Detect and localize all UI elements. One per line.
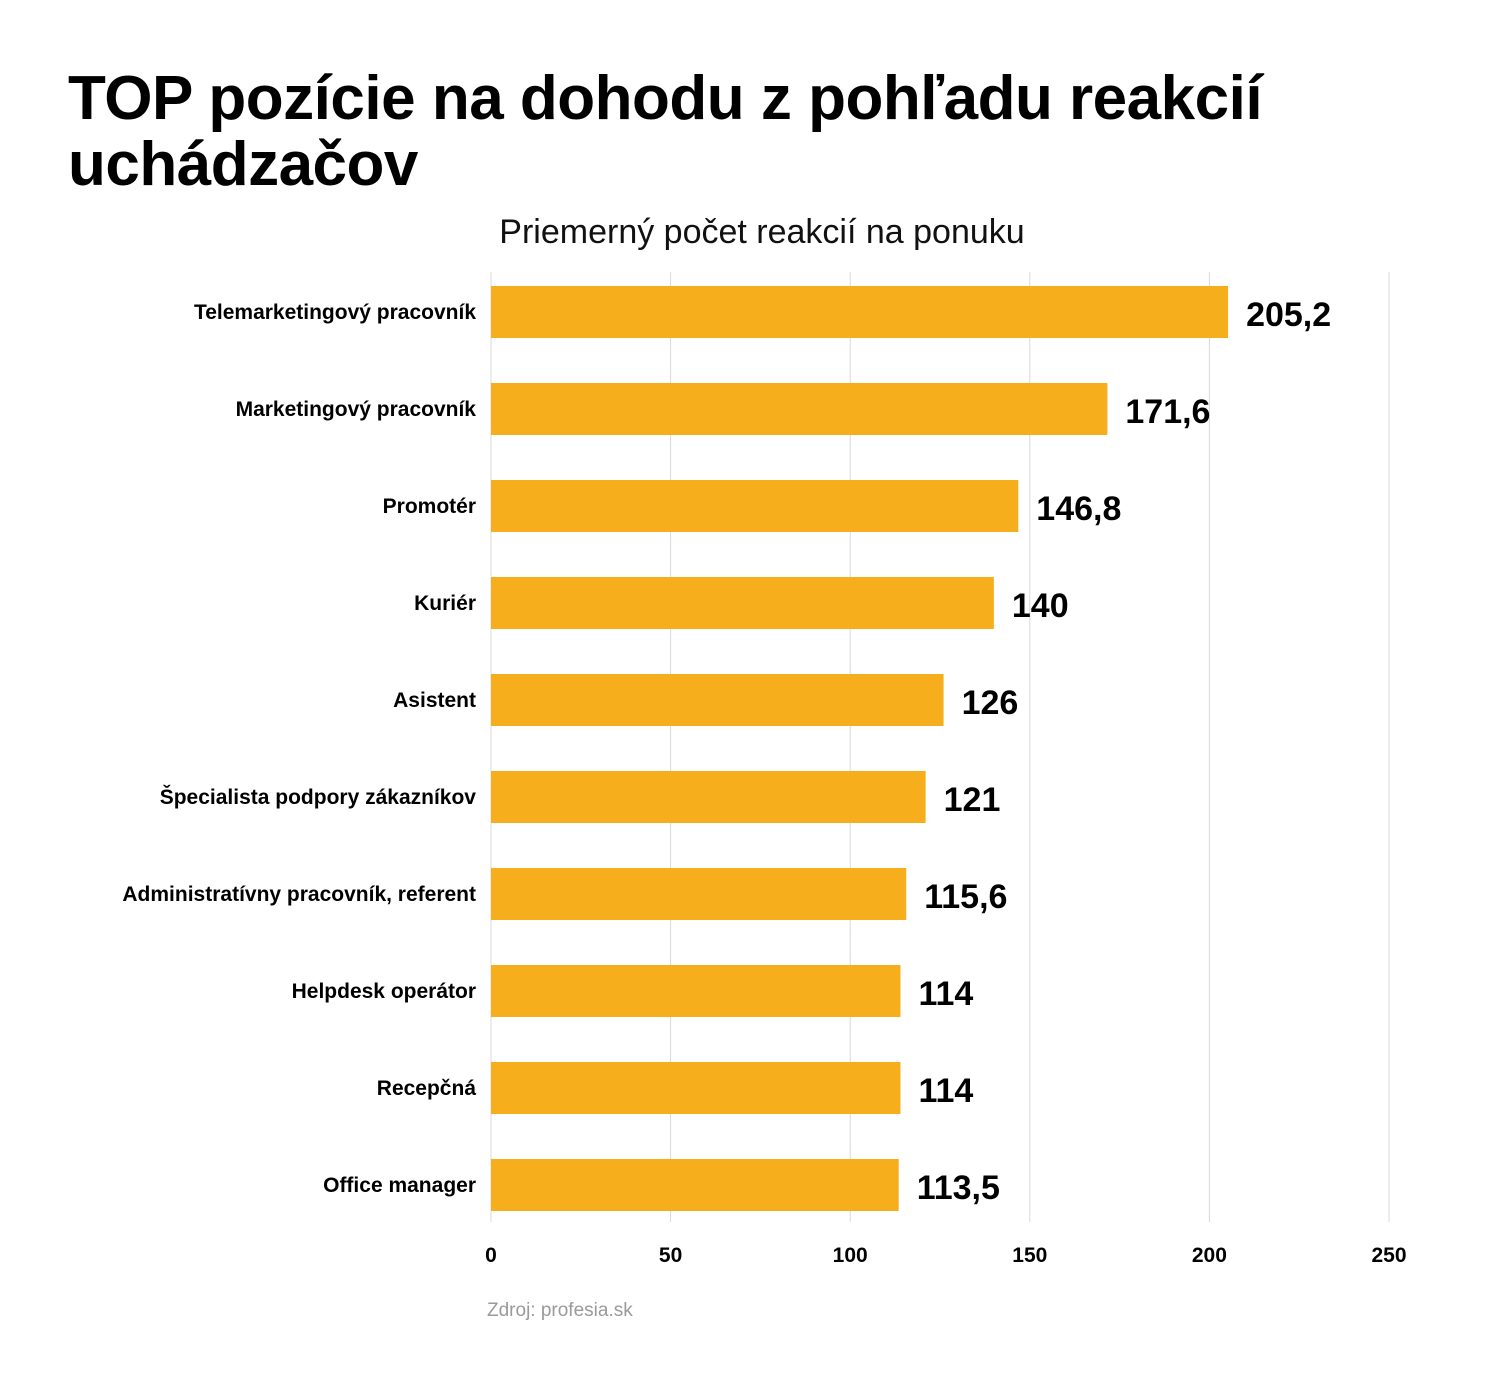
bar [491, 771, 926, 823]
value-label: 114 [918, 1072, 973, 1110]
value-label: 113,5 [917, 1169, 1000, 1207]
x-tick-label: 150 [1012, 1244, 1047, 1267]
x-tick-label: 50 [659, 1244, 682, 1267]
bar [491, 868, 907, 920]
category-label: Kuriér [414, 592, 476, 615]
labels: Telemarketingový pracovník 205,2 Marketing… [122, 296, 1331, 1207]
x-tick-label: 250 [1371, 1244, 1406, 1267]
value-label: 115,6 [924, 878, 1007, 916]
value-label: 121 [944, 781, 1001, 819]
value-label: 140 [1012, 587, 1069, 625]
bar [491, 577, 994, 629]
category-label: Promotér [383, 495, 476, 518]
bar [491, 965, 901, 1017]
category-label: Helpdesk operátor [292, 980, 476, 1003]
x-axis-ticks: 0 50 100 150 200 250 [485, 1244, 1406, 1267]
category-label: Asistent [393, 689, 476, 712]
value-label: 126 [962, 684, 1019, 722]
value-label: 114 [918, 975, 973, 1013]
x-tick-label: 200 [1192, 1244, 1227, 1267]
bar [491, 383, 1108, 435]
bar [491, 480, 1019, 532]
category-label: Office manager [323, 1174, 476, 1197]
bar [491, 286, 1229, 338]
chart-subtitle: Priemerný počet reakcií na ponuku [499, 213, 1025, 251]
value-label: 171,6 [1125, 393, 1210, 431]
bar [491, 1159, 899, 1211]
source-note: Zdroj: profesia.sk [487, 1300, 633, 1321]
category-label: Recepčná [377, 1077, 477, 1100]
bars [491, 286, 1229, 1211]
category-label: Špecialista podpory zákazníkov [160, 785, 477, 809]
category-label: Administratívny pracovník, referent [122, 883, 476, 906]
x-tick-label: 100 [833, 1244, 868, 1267]
category-label: Marketingový pracovník [236, 398, 477, 421]
chart-title: TOP pozície na dohodu z pohľadu reakcií … [68, 64, 1263, 199]
bar [491, 1062, 901, 1114]
bar [491, 674, 944, 726]
value-label: 146,8 [1036, 490, 1121, 528]
category-label: Telemarketingový pracovník [194, 301, 476, 324]
x-tick-label: 0 [485, 1244, 497, 1267]
value-label: 205,2 [1246, 296, 1331, 334]
